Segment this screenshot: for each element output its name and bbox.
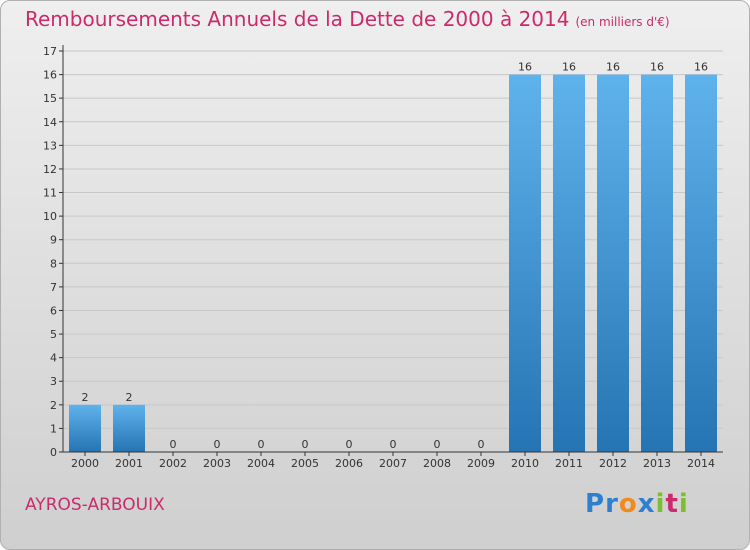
- x-tick-label: 2002: [159, 457, 187, 470]
- x-tick-label: 2011: [555, 457, 583, 470]
- data-label: 0: [258, 438, 265, 451]
- y-tick-label: 3: [50, 375, 57, 388]
- data-label: 16: [562, 61, 576, 74]
- x-tick-label: 2010: [511, 457, 539, 470]
- y-tick-label: 13: [43, 139, 57, 152]
- x-tick-label: 2006: [335, 457, 363, 470]
- x-tick-label: 2009: [467, 457, 495, 470]
- data-label: 0: [478, 438, 485, 451]
- bar-2001: [113, 404, 145, 452]
- y-tick-label: 4: [50, 352, 57, 365]
- bar-2012: [597, 74, 629, 453]
- data-label: 2: [126, 391, 133, 404]
- x-tick-label: 2005: [291, 457, 319, 470]
- x-tick-label: 2014: [687, 457, 715, 470]
- y-tick-label: 10: [43, 210, 57, 223]
- y-tick-label: 1: [50, 422, 57, 435]
- y-tick-label: 17: [43, 45, 57, 58]
- data-label: 0: [434, 438, 441, 451]
- y-tick-label: 14: [43, 116, 57, 129]
- y-tick-label: 11: [43, 187, 57, 200]
- data-label: 0: [214, 438, 221, 451]
- y-tick-label: 2: [50, 399, 57, 412]
- bar-2000: [69, 404, 101, 452]
- x-tick-label: 2007: [379, 457, 407, 470]
- x-tick-label: 2012: [599, 457, 627, 470]
- bar-2010: [509, 74, 541, 453]
- data-label: 0: [170, 438, 177, 451]
- data-label: 16: [650, 61, 664, 74]
- data-label: 0: [390, 438, 397, 451]
- proxiti-logo[interactable]: Proxiti: [585, 489, 689, 519]
- x-tick-label: 2000: [71, 457, 99, 470]
- chart-title-text: Remboursements Annuels de la Dette de 20…: [25, 7, 570, 31]
- y-tick-label: 12: [43, 163, 57, 176]
- x-tick-label: 2008: [423, 457, 451, 470]
- bar-2013: [641, 74, 673, 453]
- data-label: 0: [302, 438, 309, 451]
- chart-title: Remboursements Annuels de la Dette de 20…: [25, 7, 670, 31]
- x-tick-label: 2003: [203, 457, 231, 470]
- x-tick-label: 2001: [115, 457, 143, 470]
- x-tick-label: 2013: [643, 457, 671, 470]
- y-tick-label: 9: [50, 234, 57, 247]
- bar-2014: [685, 74, 717, 453]
- commune-name: AYROS-ARBOUIX: [25, 495, 165, 515]
- data-label: 16: [694, 61, 708, 74]
- data-label: 16: [518, 61, 532, 74]
- y-tick-label: 16: [43, 69, 57, 82]
- y-tick-label: 7: [50, 281, 57, 294]
- y-tick-label: 5: [50, 328, 57, 341]
- bar-2011: [553, 74, 585, 453]
- data-label: 2: [82, 391, 89, 404]
- data-label: 0: [346, 438, 353, 451]
- data-label: 16: [606, 61, 620, 74]
- y-tick-label: 6: [50, 304, 57, 317]
- y-tick-label: 15: [43, 92, 57, 105]
- x-tick-label: 2004: [247, 457, 275, 470]
- y-tick-label: 0: [50, 446, 57, 459]
- chart-unit: (en milliers d'€): [575, 15, 670, 29]
- y-tick-label: 8: [50, 257, 57, 270]
